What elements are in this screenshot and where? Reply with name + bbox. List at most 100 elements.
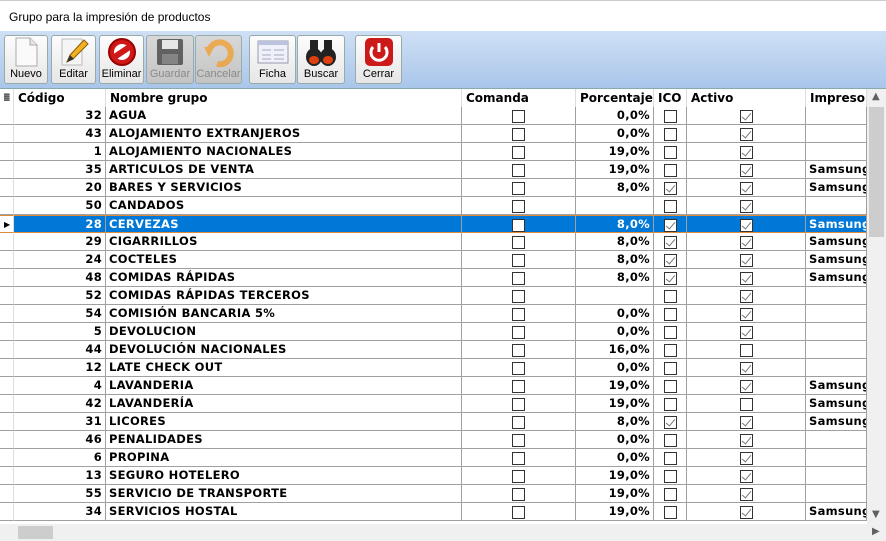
- comanda-checkbox[interactable]: [512, 506, 525, 519]
- table-row[interactable]: 1 ALOJAMIENTO NACIONALES 19,0%: [0, 143, 867, 161]
- table-row[interactable]: 43 ALOJAMIENTO EXTRANJEROS 0,0%: [0, 125, 867, 143]
- row-indicator[interactable]: [0, 251, 14, 269]
- comanda-checkbox[interactable]: [512, 434, 525, 447]
- row-indicator[interactable]: [0, 467, 14, 485]
- row-indicator-header[interactable]: ≣: [0, 89, 14, 107]
- activo-checkbox[interactable]: [739, 272, 753, 285]
- ficha-button[interactable]: Ficha: [249, 35, 296, 84]
- activo-checkbox[interactable]: [739, 380, 753, 393]
- row-indicator[interactable]: ▶: [0, 215, 14, 233]
- ico-checkbox[interactable]: [663, 362, 677, 375]
- column-header-nombre[interactable]: Nombre grupo: [106, 89, 462, 107]
- vertical-scroll-thumb[interactable]: [869, 107, 884, 237]
- comanda-checkbox[interactable]: [512, 452, 525, 465]
- activo-checkbox[interactable]: [739, 236, 753, 249]
- row-indicator[interactable]: [0, 341, 14, 359]
- activo-checkbox[interactable]: [739, 488, 753, 501]
- row-indicator[interactable]: [0, 161, 14, 179]
- comanda-checkbox[interactable]: [512, 290, 525, 303]
- row-indicator[interactable]: [0, 269, 14, 287]
- row-indicator[interactable]: [0, 197, 14, 215]
- editar-button[interactable]: Editar: [51, 35, 96, 84]
- activo-checkbox[interactable]: [739, 434, 753, 447]
- scroll-right-icon[interactable]: ▶: [872, 526, 880, 537]
- cancelar-button[interactable]: Cancelar: [195, 35, 242, 84]
- comanda-checkbox[interactable]: [512, 110, 525, 123]
- row-indicator[interactable]: [0, 413, 14, 431]
- table-row[interactable]: 13 SEGURO HOTELERO 19,0%: [0, 467, 867, 485]
- row-indicator[interactable]: [0, 287, 14, 305]
- comanda-checkbox[interactable]: [512, 344, 525, 357]
- row-indicator[interactable]: [0, 233, 14, 251]
- ico-checkbox[interactable]: [663, 254, 677, 267]
- activo-checkbox[interactable]: [739, 344, 753, 357]
- activo-checkbox[interactable]: [739, 164, 753, 177]
- comanda-checkbox[interactable]: [512, 362, 525, 375]
- cerrar-button[interactable]: Cerrar: [355, 35, 402, 84]
- table-row[interactable]: 52 COMIDAS RÁPIDAS TERCEROS: [0, 287, 867, 305]
- activo-checkbox[interactable]: [739, 308, 753, 321]
- ico-checkbox[interactable]: [663, 200, 677, 213]
- row-indicator[interactable]: [0, 305, 14, 323]
- comanda-checkbox[interactable]: [512, 219, 525, 232]
- activo-checkbox[interactable]: [739, 146, 753, 159]
- activo-checkbox[interactable]: [739, 326, 753, 339]
- row-indicator[interactable]: [0, 395, 14, 413]
- table-row[interactable]: 12 LATE CHECK OUT 0,0%: [0, 359, 867, 377]
- ico-checkbox[interactable]: [663, 128, 677, 141]
- ico-checkbox[interactable]: [663, 110, 677, 123]
- activo-checkbox[interactable]: [739, 128, 753, 141]
- row-indicator[interactable]: [0, 359, 14, 377]
- activo-checkbox[interactable]: [739, 254, 753, 267]
- activo-checkbox[interactable]: [739, 110, 753, 123]
- row-indicator[interactable]: [0, 377, 14, 395]
- row-indicator[interactable]: [0, 485, 14, 503]
- column-header-ico[interactable]: ICO: [654, 89, 687, 107]
- row-indicator[interactable]: [0, 107, 14, 125]
- ico-checkbox[interactable]: [663, 488, 677, 501]
- comanda-checkbox[interactable]: [512, 146, 525, 159]
- column-header-codigo[interactable]: Código: [14, 89, 106, 107]
- comanda-checkbox[interactable]: [512, 398, 525, 411]
- row-indicator[interactable]: [0, 125, 14, 143]
- ico-checkbox[interactable]: [663, 272, 677, 285]
- ico-checkbox[interactable]: [663, 164, 677, 177]
- buscar-button[interactable]: Buscar: [297, 35, 345, 84]
- table-row[interactable]: 44 DEVOLUCIÓN NACIONALES 16,0%: [0, 341, 867, 359]
- eliminar-button[interactable]: Eliminar: [99, 35, 144, 84]
- ico-checkbox[interactable]: [663, 326, 677, 339]
- activo-checkbox[interactable]: [739, 362, 753, 375]
- comanda-checkbox[interactable]: [512, 254, 525, 267]
- ico-checkbox[interactable]: [663, 416, 677, 429]
- row-indicator[interactable]: [0, 431, 14, 449]
- column-header-activo[interactable]: Activo: [687, 89, 806, 107]
- table-row[interactable]: 32 AGUA 0,0%: [0, 107, 867, 125]
- table-row[interactable]: 46 PENALIDADES 0,0%: [0, 431, 867, 449]
- table-row[interactable]: 5 DEVOLUCION 0,0%: [0, 323, 867, 341]
- nuevo-button[interactable]: Nuevo: [4, 35, 48, 84]
- activo-checkbox[interactable]: [739, 416, 753, 429]
- ico-checkbox[interactable]: [663, 452, 677, 465]
- column-header-impresora[interactable]: Impresora: [806, 89, 867, 107]
- table-row[interactable]: 6 PROPINA 0,0%: [0, 449, 867, 467]
- comanda-checkbox[interactable]: [512, 236, 525, 249]
- table-row[interactable]: 50 CANDADOS: [0, 197, 867, 215]
- activo-checkbox[interactable]: [739, 506, 753, 519]
- comanda-checkbox[interactable]: [512, 164, 525, 177]
- table-row[interactable]: 54 COMISIÓN BANCARIA 5% 0,0%: [0, 305, 867, 323]
- ico-checkbox[interactable]: [663, 290, 677, 303]
- activo-checkbox[interactable]: [739, 219, 753, 232]
- comanda-checkbox[interactable]: [512, 488, 525, 501]
- comanda-checkbox[interactable]: [512, 470, 525, 483]
- ico-checkbox[interactable]: [663, 344, 677, 357]
- row-indicator[interactable]: [0, 449, 14, 467]
- comanda-checkbox[interactable]: [512, 182, 525, 195]
